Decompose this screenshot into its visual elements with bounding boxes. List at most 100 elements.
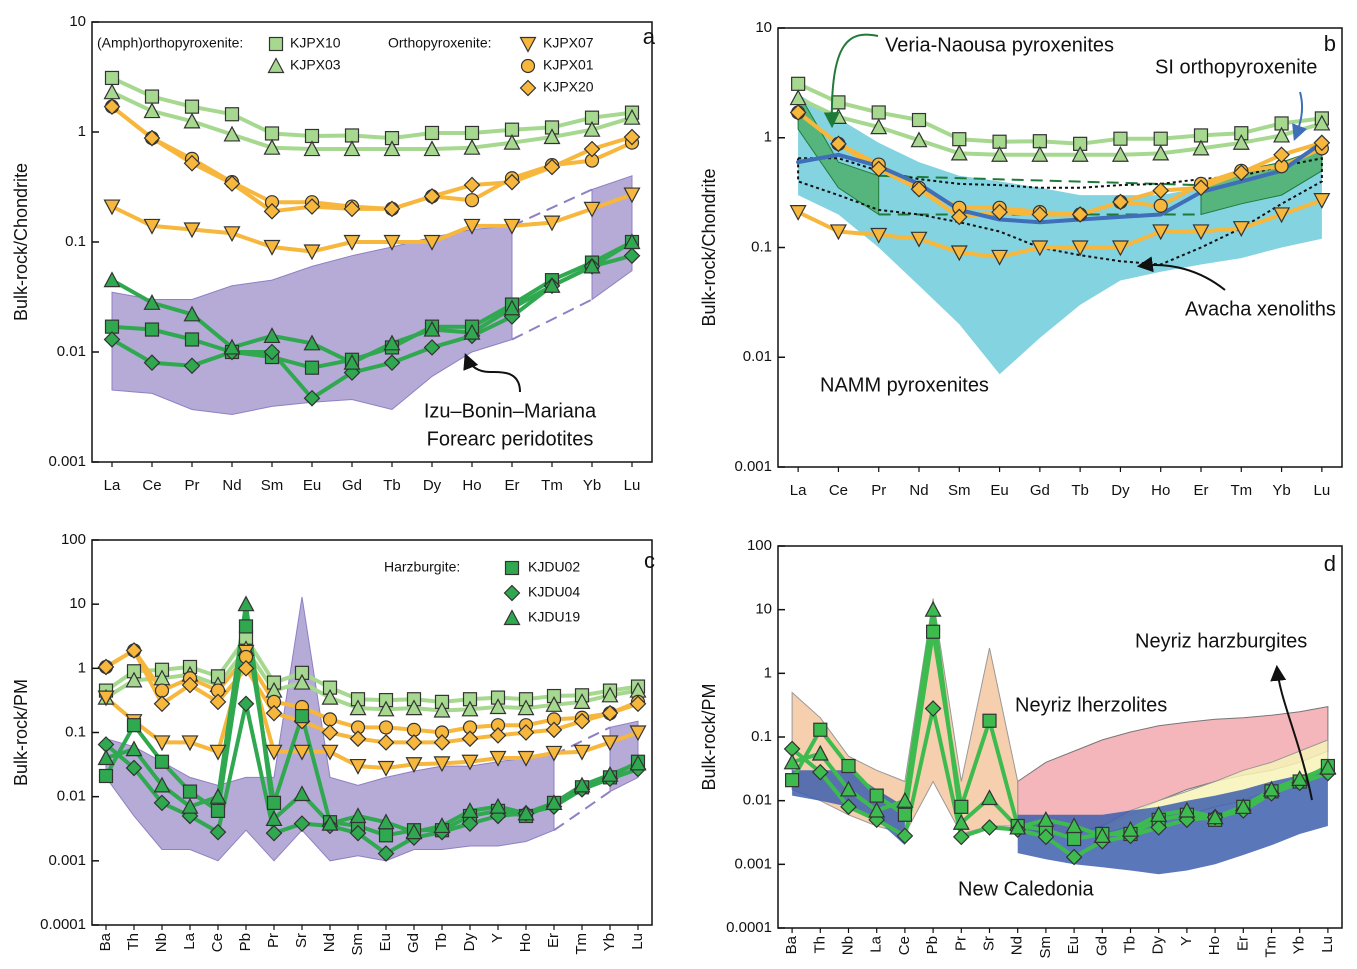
y-tick-label: 10	[69, 595, 86, 612]
legend-label: KJDU19	[528, 609, 580, 625]
annotation: Neyriz lherzolites	[1015, 694, 1167, 716]
marker-triangle	[601, 686, 619, 703]
marker-triangle	[103, 83, 121, 100]
marker-triangle	[991, 145, 1009, 162]
marker-triangle	[143, 102, 161, 119]
marker-triangle	[1178, 801, 1196, 818]
x-tick-label: Lu	[1314, 482, 1331, 499]
marker-triangle-down	[1313, 193, 1331, 209]
x-tick-label: Ho	[1151, 482, 1170, 499]
legend-label: KJPX03	[290, 57, 341, 73]
panel: 0.001 0.01 0.1 1 10 La Ce Pr Nd Sm Eu Gd Tb Dy Ho Er Tm Y…	[11, 13, 656, 494]
y-tick-label: 0.1	[751, 728, 772, 745]
annotation: New Caledonia	[958, 878, 1095, 900]
marker-triangle	[1262, 780, 1281, 797]
marker-triangle-down	[181, 735, 199, 752]
x-tick-label: Yb	[601, 933, 618, 951]
marker-diamond	[237, 659, 255, 677]
panel-letter: b	[1324, 31, 1336, 56]
x-tick-label: Tm	[573, 933, 590, 955]
marker-triangle	[543, 277, 561, 293]
marker-triangle	[1031, 145, 1049, 162]
annotation: Avacha xenoliths	[1185, 298, 1336, 320]
x-tick-label: Tb	[433, 933, 450, 951]
marker-triangle	[433, 817, 451, 834]
marker-square	[831, 95, 846, 110]
marker-diamond	[952, 828, 970, 846]
marker-diamond	[545, 721, 563, 739]
marker-triangle	[545, 794, 563, 810]
x-tick-label: Th	[811, 936, 828, 954]
x-tick-label: Dy	[1150, 936, 1167, 955]
marker-triangle	[405, 699, 423, 716]
marker-square	[104, 70, 120, 86]
annotation: NAMM pyroxenites	[820, 374, 989, 396]
y-tick-label: 0.01	[57, 343, 86, 360]
x-tick-label: Nd	[222, 477, 241, 494]
annotation: Neyriz harzburgites	[1135, 630, 1307, 652]
x-tick-label: Sr	[293, 933, 310, 948]
legend-marker	[519, 79, 537, 97]
x-tick-label: Ba	[783, 935, 800, 954]
x-tick-label: Ce	[896, 936, 913, 955]
marker-triangle-down	[1152, 224, 1170, 241]
x-tick-label: Lu	[624, 477, 641, 494]
marker-diamond	[1112, 193, 1129, 211]
marker-triangle-down	[461, 754, 479, 771]
marker-square	[784, 773, 800, 788]
series-line	[110, 192, 634, 254]
x-tick-label: Eu	[303, 477, 321, 494]
marker-diamond	[183, 154, 201, 172]
panel-letter: a	[643, 24, 656, 49]
marker-triangle	[870, 118, 888, 135]
marker-triangle	[1065, 817, 1083, 834]
y-tick-label: 1	[78, 123, 86, 140]
marker-triangle	[377, 700, 395, 717]
x-tick-label: Dy	[423, 477, 442, 494]
marker-diamond	[383, 354, 401, 372]
y-axis-label: Bulk-rock/PM	[699, 683, 719, 790]
x-tick-label: Sm	[349, 933, 366, 956]
marker-triangle	[405, 823, 423, 840]
x-tick-label: Ce	[142, 477, 161, 494]
series-line	[110, 104, 634, 214]
marker-triangle	[601, 765, 619, 782]
marker-triangle-down	[383, 234, 401, 251]
marker-diamond	[377, 845, 395, 862]
marker-triangle	[423, 140, 441, 157]
marker-square	[294, 709, 310, 724]
marker-triangle-down	[423, 234, 441, 251]
marker-square	[954, 799, 969, 814]
marker-diamond	[1192, 179, 1210, 197]
field-gap-line	[511, 298, 593, 341]
x-tick-label: La	[868, 935, 885, 952]
panel: 0.0001 0.001 0.01 0.1 1 10 100 Ba Th Nb La Ce Pb Pr Sr…	[699, 537, 1343, 959]
marker-triangle-down	[223, 226, 241, 243]
marker-triangle-down	[573, 744, 591, 761]
marker-triangle	[1093, 827, 1111, 843]
marker-triangle-down	[870, 227, 888, 244]
marker-triangle	[183, 112, 201, 129]
marker-diamond	[263, 343, 281, 361]
x-tick-label: Sm	[948, 482, 971, 499]
x-tick-label: Sr	[980, 936, 997, 951]
marker-triangle	[377, 813, 395, 830]
annotation: SI orthopyroxenite	[1155, 56, 1317, 78]
marker-triangle	[924, 600, 942, 617]
marker-triangle	[433, 701, 451, 718]
marker-square	[424, 125, 440, 141]
y-axis-label: Bulk-rock/PM	[11, 679, 31, 786]
marker-triangle-down	[1071, 240, 1089, 257]
marker-square	[264, 126, 280, 141]
x-tick-label: Pr	[265, 933, 282, 948]
marker-diamond	[349, 730, 367, 748]
marker-triangle	[573, 776, 591, 793]
legend-marker	[503, 609, 521, 626]
marker-triangle	[623, 233, 641, 250]
y-tick-label: 0.01	[743, 792, 772, 809]
x-tick-label: Ho	[517, 933, 534, 952]
y-tick-label: 1	[764, 664, 772, 681]
marker-square	[841, 758, 856, 774]
annotation: Izu–Bonin–Mariana	[424, 400, 597, 422]
marker-square	[144, 89, 160, 104]
